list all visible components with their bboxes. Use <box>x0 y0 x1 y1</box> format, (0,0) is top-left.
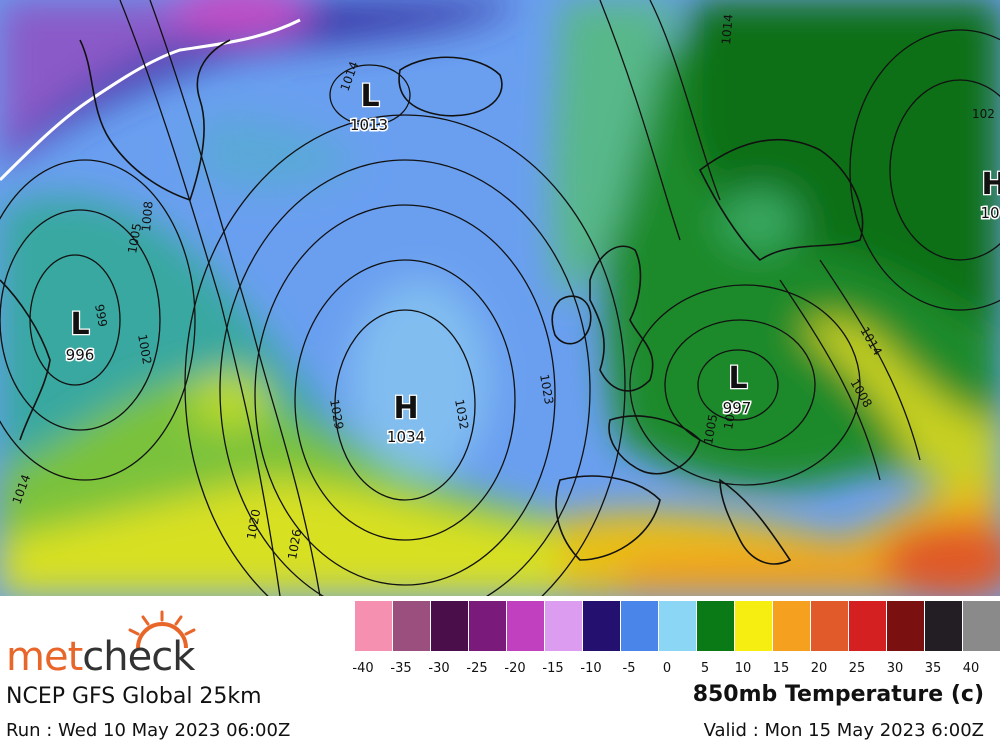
scale-swatch <box>735 601 773 651</box>
brand-wordmark: metcheck <box>6 634 195 680</box>
temperature-colour-scale: -40 -35 -30 -25 -20 -15 -10 -5 0 5 10 15 20 25 30 35 40 <box>352 601 1000 676</box>
isobar-label: 1023 <box>537 373 556 406</box>
isobar-label: 999 <box>92 303 110 328</box>
temperature-field <box>0 0 1000 596</box>
isobar-label: 1020 <box>244 508 263 541</box>
metcheck-logo: metcheck <box>6 610 236 680</box>
scale-swatch <box>545 601 583 651</box>
scale-tick-label: 0 <box>662 661 672 676</box>
scale-swatch <box>355 601 393 651</box>
scale-tick-label: 20 <box>810 661 828 676</box>
svg-text:L: L <box>70 307 89 342</box>
scale-swatch <box>963 601 1000 651</box>
scale-tick-label: -5 <box>622 661 636 676</box>
scale-tick-label: 40 <box>962 661 980 676</box>
low-pressure-europe: L 997 <box>721 360 753 419</box>
scale-swatch <box>773 601 811 651</box>
model-name: NCEP GFS Global 25km <box>6 684 262 709</box>
pressure-centres: L 1013 L 996 H 1034 L 997 H 10 <box>64 78 1000 448</box>
scale-swatch <box>849 601 887 651</box>
low-pressure-iceland: L 1013 <box>348 78 389 136</box>
scale-tick-label: -40 <box>352 661 374 676</box>
isobar-label: 1005 <box>125 222 144 255</box>
isobar-label: 1014 <box>719 14 736 46</box>
scale-tick-label: 10 <box>734 661 752 676</box>
isobar-label: 1026 <box>285 528 304 561</box>
product-title: 850mb Temperature (c) <box>692 682 984 707</box>
svg-text:H: H <box>393 391 418 426</box>
svg-text:1013: 1013 <box>350 116 388 134</box>
isobar-label: 1005 <box>701 413 720 446</box>
run-time: Run : Wed 10 May 2023 06:00Z <box>6 720 291 741</box>
scale-swatch <box>659 601 697 651</box>
low-pressure-newfoundland: L 996 <box>64 306 96 366</box>
sun-icon <box>128 610 196 649</box>
isobar-label: 1002 <box>721 398 740 431</box>
scale-tick-label: 5 <box>700 661 710 676</box>
scale-tick-label: -20 <box>504 661 526 676</box>
svg-text:L: L <box>728 361 747 396</box>
isobar-label: 1008 <box>139 201 156 233</box>
scale-tick-label: 35 <box>924 661 942 676</box>
scale-swatch <box>697 601 735 651</box>
footer: metcheck NCEP GFS Global 25km Run : Wed … <box>0 596 1000 749</box>
scale-tick-label: -10 <box>580 661 602 676</box>
scale-swatch <box>811 601 849 651</box>
scale-tick-label: -35 <box>390 661 412 676</box>
isobar-label: 1032 <box>452 398 471 431</box>
scale-swatch <box>887 601 925 651</box>
scale-swatch <box>621 601 659 651</box>
isobar-label: 102 <box>972 107 995 121</box>
svg-text:1034: 1034 <box>387 428 425 446</box>
scale-swatch <box>469 601 507 651</box>
svg-text:996: 996 <box>66 346 95 364</box>
scale-swatch <box>925 601 963 651</box>
scale-swatch <box>393 601 431 651</box>
scale-swatch <box>507 601 545 651</box>
scale-tick-label: 25 <box>848 661 866 676</box>
scale-swatch <box>431 601 469 651</box>
scale-swatch <box>583 601 621 651</box>
scale-tick-label: -30 <box>428 661 450 676</box>
isobar-label: 1002 <box>135 333 154 366</box>
svg-text:L: L <box>360 79 379 114</box>
weather-map: 1014 1008 1005 999 1002 1029 1032 1023 1… <box>0 0 1000 596</box>
high-pressure-atlantic: H 1034 <box>385 390 426 448</box>
scale-tick-label: -15 <box>542 661 564 676</box>
isobar-label: 1029 <box>327 398 346 431</box>
svg-text:10: 10 <box>980 204 999 222</box>
isobars <box>0 0 1000 596</box>
valid-time: Valid : Mon 15 May 2023 6:00Z <box>703 720 984 741</box>
scale-tick-label: 30 <box>886 661 904 676</box>
svg-text:997: 997 <box>723 399 752 417</box>
scale-tick-label: -25 <box>466 661 488 676</box>
high-pressure-scandinavia: H 10 <box>979 166 1000 224</box>
scale-tick-label: 15 <box>772 661 790 676</box>
svg-text:H: H <box>981 167 1000 202</box>
